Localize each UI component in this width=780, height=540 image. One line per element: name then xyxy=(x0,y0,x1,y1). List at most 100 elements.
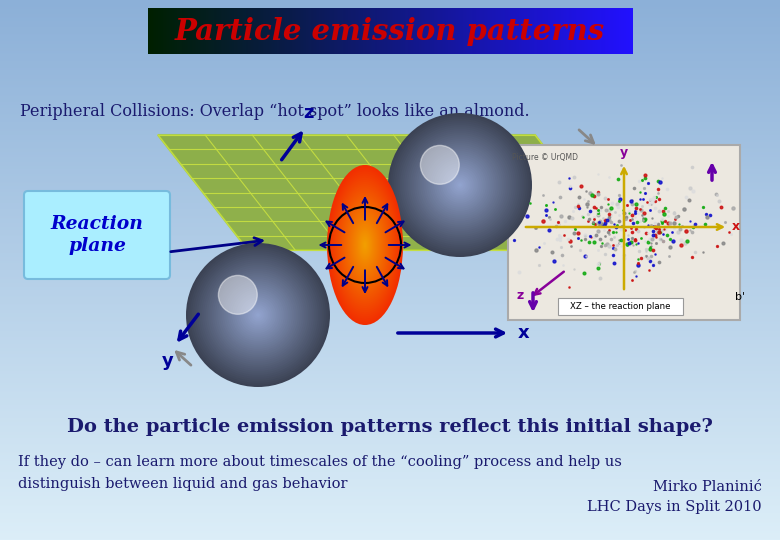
Bar xyxy=(316,8,318,54)
Bar xyxy=(595,8,597,54)
Bar xyxy=(622,8,625,54)
Bar xyxy=(296,8,299,54)
Bar xyxy=(159,8,162,54)
Circle shape xyxy=(416,141,504,229)
Text: Reaction
plane: Reaction plane xyxy=(51,215,144,255)
Bar xyxy=(250,8,252,54)
Bar xyxy=(206,8,209,54)
Text: Picture © UrQMD: Picture © UrQMD xyxy=(512,153,578,162)
Ellipse shape xyxy=(358,230,372,260)
Bar xyxy=(251,8,254,54)
Text: z: z xyxy=(303,104,314,122)
Bar xyxy=(232,8,235,54)
Ellipse shape xyxy=(364,243,366,247)
Bar xyxy=(384,8,386,54)
Bar xyxy=(292,8,294,54)
Bar xyxy=(482,8,484,54)
Bar xyxy=(216,8,218,54)
Bar xyxy=(438,8,441,54)
Bar xyxy=(287,8,289,54)
Bar xyxy=(420,8,424,54)
Bar xyxy=(308,8,310,54)
Circle shape xyxy=(446,171,474,199)
Bar xyxy=(558,298,683,315)
Bar xyxy=(441,8,445,54)
Bar xyxy=(503,8,505,54)
Bar xyxy=(317,8,320,54)
Bar xyxy=(246,8,249,54)
Circle shape xyxy=(248,305,268,325)
Bar xyxy=(243,8,246,54)
Bar xyxy=(571,8,573,54)
Bar xyxy=(215,8,217,54)
Circle shape xyxy=(186,243,330,387)
Bar xyxy=(240,8,243,54)
Bar xyxy=(488,8,491,54)
Bar xyxy=(257,8,261,54)
Bar xyxy=(158,8,161,54)
Text: LHC Days in Split 2010: LHC Days in Split 2010 xyxy=(587,500,762,514)
Bar xyxy=(429,8,431,54)
Bar xyxy=(327,8,330,54)
Text: z: z xyxy=(516,289,524,302)
Bar xyxy=(165,8,168,54)
Bar xyxy=(290,8,292,54)
Bar xyxy=(398,8,401,54)
Ellipse shape xyxy=(327,165,403,325)
Bar xyxy=(526,8,528,54)
Circle shape xyxy=(402,127,518,243)
Text: b': b' xyxy=(735,292,745,302)
Bar xyxy=(209,8,212,54)
Ellipse shape xyxy=(337,186,393,304)
Circle shape xyxy=(188,245,328,385)
Bar xyxy=(237,8,239,54)
Bar xyxy=(540,8,543,54)
Bar xyxy=(556,8,558,54)
Bar xyxy=(588,8,591,54)
Bar xyxy=(261,8,264,54)
Ellipse shape xyxy=(334,180,396,310)
Circle shape xyxy=(226,283,290,347)
Bar xyxy=(381,8,383,54)
Bar xyxy=(474,8,477,54)
Circle shape xyxy=(254,311,262,319)
Bar xyxy=(598,8,601,54)
Bar xyxy=(463,8,465,54)
Bar xyxy=(618,8,620,54)
Ellipse shape xyxy=(342,197,388,293)
Bar xyxy=(197,8,199,54)
Ellipse shape xyxy=(339,190,391,300)
Bar xyxy=(509,8,512,54)
Circle shape xyxy=(218,275,257,314)
Text: y: y xyxy=(620,146,628,159)
Bar xyxy=(310,8,312,54)
Bar xyxy=(356,8,359,54)
Bar xyxy=(493,8,496,54)
Bar xyxy=(172,8,175,54)
Bar xyxy=(417,8,420,54)
Bar xyxy=(452,8,454,54)
Bar xyxy=(269,8,271,54)
Bar xyxy=(505,8,507,54)
Bar xyxy=(390,8,392,54)
Circle shape xyxy=(196,253,320,377)
Bar xyxy=(233,8,236,54)
Ellipse shape xyxy=(359,232,371,258)
Bar xyxy=(271,8,273,54)
Text: y: y xyxy=(162,352,174,370)
Bar xyxy=(498,8,501,54)
Bar xyxy=(480,8,483,54)
Bar xyxy=(479,8,481,54)
Bar xyxy=(603,8,605,54)
Bar xyxy=(627,8,629,54)
Bar xyxy=(298,8,300,54)
Bar xyxy=(508,8,510,54)
Bar xyxy=(467,8,470,54)
Bar xyxy=(490,8,493,54)
Bar xyxy=(363,8,365,54)
Circle shape xyxy=(200,257,316,373)
Circle shape xyxy=(212,269,304,361)
Text: distinguish between liquid and gas behavior: distinguish between liquid and gas behav… xyxy=(18,477,348,491)
Bar xyxy=(461,8,463,54)
Bar xyxy=(408,8,410,54)
